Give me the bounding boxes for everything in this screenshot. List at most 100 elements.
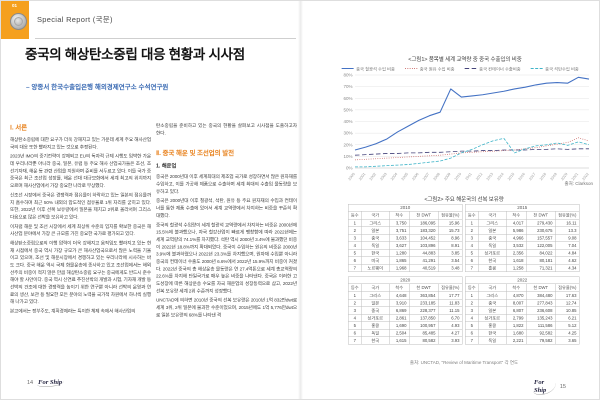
svg-text:80%: 80% (343, 73, 352, 78)
table-row: 2 중국 8,007 277,843 12.74 (465, 299, 580, 307)
table-year: 2022 (464, 276, 580, 284)
table-row: 5 홍콩 1,690 100,957 4.93 (348, 321, 463, 330)
body-paragraph: 중국은 2000년대 이후 철광석, 석탄, 원유 등 주요 원자재의 수입과 … (156, 198, 297, 218)
report-title: 중국의 해상탄소중립 대응 현황과 시사점 (25, 47, 245, 62)
legend-label-0: 중국 철광석 수입 비중 (356, 65, 395, 72)
table-row: 5 홍콩 1,822 111,586 5.12 (465, 321, 580, 330)
footer-left: 14 For Ship (27, 378, 65, 387)
table-row: 2 일본 3,910 233,185 11.83 (348, 299, 463, 307)
footer-right: For Ship 15 (533, 378, 566, 395)
svg-text:2014: 2014 (496, 172, 504, 181)
fleet-table-2015: 2015 등수 국가 척수 천 DWT 점유율(%) 1 그리스 4,017 279,430 16.… (464, 204, 580, 272)
body-column-2: 탄소중립을 준비하고 있는 중국의 현황을 살펴보고 시사점을 도출하고자 한다… (156, 122, 297, 375)
fleet-table-2022: 2022 등수 국가 척수 천 DWT 점유율(%) 1 그리스 4,870 384,480 17.… (464, 276, 580, 345)
fleet-table-source: 출처: UNCTAD, "Review of Maritime Transpor… (409, 360, 519, 365)
table-row: 6 한국 1,618 80,181 4.62 (465, 256, 580, 265)
body-paragraph: UNCTAD에 의하면 2010년 중국의 선복 보유량은 2010년 1억 8… (156, 297, 297, 318)
issue-number: 01 (12, 3, 18, 8)
legend-label-2: 중국 컨테이너 수출비중 (479, 65, 521, 72)
svg-text:40%: 40% (343, 119, 352, 124)
table-row: 1 그리스 3,750 186,095 15.96 (348, 219, 463, 227)
fleet-tables: 2010 등수 국가 척수 천 DWT 점유율(%) 1 그리스 3,750 186,095 15.… (347, 204, 580, 356)
brand-logo-right: For Ship (533, 378, 556, 395)
series-1-line (354, 137, 590, 161)
svg-text:2004: 2004 (390, 172, 398, 181)
svg-text:2010: 2010 (454, 172, 462, 181)
body-paragraph: 해상탄소중립에 대한 요구가 더욱 강해지고 있는 가운데 세계 주요 해사산업… (10, 137, 151, 150)
svg-text:2017: 2017 (528, 172, 536, 181)
legend-label-3: 중국 석탄수입 비중 (545, 65, 579, 72)
section-heading-intro: Ⅰ. 서론 (10, 123, 27, 132)
fleet-table-2010: 2010 등수 국가 척수 천 DWT 점유율(%) 1 그리스 3,750 186,095 15.… (347, 204, 463, 272)
svg-text:30%: 30% (343, 131, 352, 136)
medal-inner-ring (14, 17, 23, 26)
body-paragraph: 2023년 IMO의 중기전략이 강제되고 EU의 독자적 규제 시행도 임박한… (10, 153, 151, 189)
report-kicker: Special Report (국문) (37, 15, 113, 24)
series-0-line (354, 76, 590, 151)
svg-text:2006: 2006 (411, 172, 419, 181)
chart-source: 출처: Clarkson (564, 181, 593, 186)
svg-text:2015: 2015 (507, 172, 515, 181)
page-number-left: 14 (27, 379, 34, 386)
table-row: 1 그리스 4,648 363,854 17.77 (348, 291, 463, 300)
legend-label-1: 중국 원유 수입 비중 (420, 65, 455, 72)
report-author: – 양종서 한국수출입은행 해외경제연구소 수석연구원 (26, 84, 169, 91)
fleet-table-2020: 2020 등수 국가 척수 천 DWT 점유율(%) 1 그리스 4,648 363,854 17.… (347, 276, 463, 345)
table-row: 3 일본 6,807 236,608 10.85 (465, 306, 580, 315)
table-row: 3 중국 4,966 157,557 9.08 (465, 234, 580, 242)
svg-text:2011: 2011 (465, 172, 473, 181)
intro-paragraphs: 해상탄소중립에 대한 요구가 더욱 강해지고 있는 가운데 세계 주요 해사산업… (10, 136, 151, 315)
subsection-heading-shipping: 1. 해운업 (156, 163, 177, 170)
table-row: 4 싱가포르 2,799 135,243 6.21 (465, 314, 580, 322)
brand-logo: For Ship (37, 378, 65, 387)
table-row: 6 한국 1,680 92,582 4.25 (465, 329, 580, 337)
body-paragraph: 중국은 2000년대 이후 세계최대의 제조업 국가로 성장하면서 많은 원자재… (156, 174, 297, 194)
svg-text:0%: 0% (346, 166, 353, 171)
svg-text:2002: 2002 (369, 172, 377, 181)
page-gutter (298, 1, 303, 399)
body-paragraph: 본고에서는 정부주도, 계획경제라는 특이한 체제 속에서 해사산업의 (10, 308, 136, 314)
body-paragraph: 이처럼 해운 및 조선 시장에서 세계 최상위 수준의 입지를 확보한 중국은 … (10, 223, 151, 237)
svg-text:2005: 2005 (401, 172, 409, 181)
medal-icon (10, 13, 27, 30)
table-row: 3 중국 3,633 104,452 8.96 (348, 234, 463, 242)
svg-text:2018: 2018 (539, 172, 547, 181)
table-row: 1 그리스 4,017 279,430 16.11 (465, 219, 580, 227)
section-heading-development: Ⅱ. 중국 해운 및 조선업의 발전 (156, 149, 235, 157)
shipping-paragraphs: 중국은 2000년대 이후 세계최대의 제조업 국가로 성장하면서 많은 원자재… (156, 173, 297, 319)
svg-text:2012: 2012 (475, 172, 483, 181)
svg-text:2003: 2003 (379, 172, 387, 181)
table-row: 7 노르웨이 1,968 40,519 3.48 (348, 264, 463, 272)
svg-text:2016: 2016 (518, 172, 526, 181)
svg-text:60%: 60% (343, 96, 352, 101)
table-row: 4 독일 3,532 122,005 7.04 (465, 241, 580, 250)
table-row: 1 그리스 4,870 384,480 17.63 (465, 291, 580, 300)
fleet-table-caption: <그림2> 주요 해운국의 선복 보유량 (424, 196, 504, 203)
table-row: 2 일본 5,986 230,675 13.3 (465, 226, 580, 235)
table-row: 4 독일 3,627 103,896 8.91 (348, 241, 463, 250)
body-paragraph: 해상탄소중립으로의 이행 압력이 더욱 강해지고 움직임도 빨라지고 있는 현재… (10, 240, 151, 305)
chart-title: <그림1> 품목별 세계 교역량 중 중국 수출입의 비중 (408, 56, 522, 63)
svg-text:2020: 2020 (560, 172, 568, 181)
table-row: 4 싱가포르 2,861 137,850 6.70 (348, 314, 463, 322)
table-row: 7 독일 2,221 79,582 3.65 (465, 336, 580, 345)
svg-text:2001: 2001 (358, 172, 366, 181)
table-year: 2020 (347, 276, 463, 284)
body-column-1: Ⅰ. 서론 해상탄소중립에 대한 요구가 더욱 강해지고 있는 가운데 세계 주… (10, 122, 151, 375)
body-paragraph: 중국의 철광석 수입량이 세계 철광석 교역량에서 차지하는 비중은 2000년… (156, 222, 297, 294)
svg-text:70%: 70% (343, 84, 352, 89)
table-row: 7 한국 1,615 80,582 3.93 (348, 336, 463, 345)
svg-text:2021: 2021 (571, 172, 579, 181)
page-number-right: 15 (559, 383, 566, 390)
svg-text:2009: 2009 (443, 172, 451, 181)
series-2-line (354, 148, 589, 156)
svg-text:50%: 50% (343, 107, 352, 112)
svg-text:2022: 2022 (581, 172, 589, 181)
svg-text:2007: 2007 (422, 172, 430, 181)
table-year: 2010 (347, 204, 463, 212)
table-row: 3 중국 6,869 228,377 11.15 (348, 306, 463, 315)
table-row: 5 한국 1,280 44,883 3.85 (348, 249, 463, 257)
table-row: 6 독일 2,504 85,485 4.27 (348, 329, 463, 337)
table-year: 2015 (464, 204, 580, 212)
